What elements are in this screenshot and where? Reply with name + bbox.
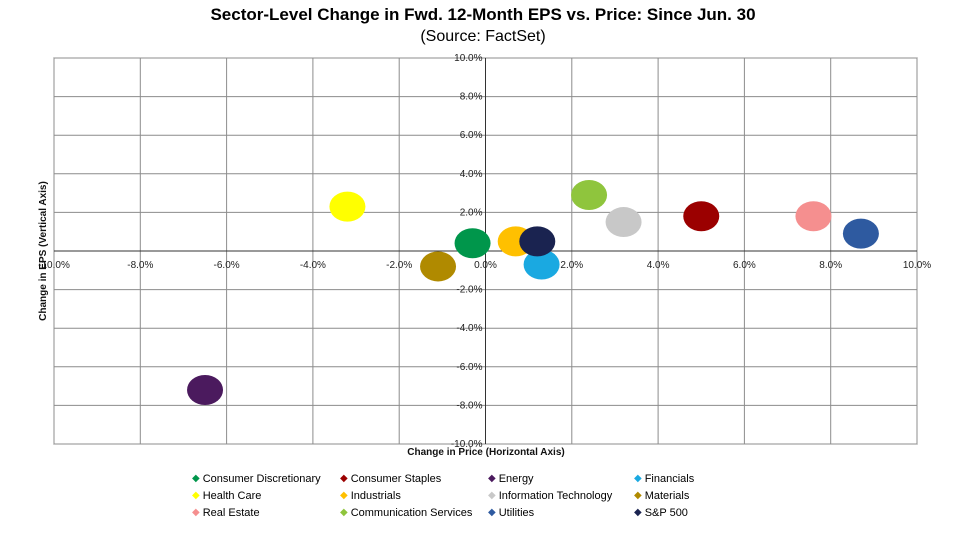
x-tick-label: 8.0% xyxy=(819,260,842,271)
legend-item: ◆ Consumer Staples xyxy=(340,471,488,486)
x-tick-label: -8.0% xyxy=(127,260,153,271)
x-tick-label: 2.0% xyxy=(560,260,583,271)
legend-label: Communication Services xyxy=(350,506,473,519)
y-tick-label: 10.0% xyxy=(454,53,482,64)
y-axis-label: Change in EPS (Vertical Axis) xyxy=(38,181,49,321)
legend-label: Consumer Staples xyxy=(350,472,442,485)
legend-marker-icon: ◆ xyxy=(192,472,200,484)
x-tick-label: 10.0% xyxy=(903,260,931,271)
legend-marker-icon: ◆ xyxy=(634,489,642,501)
data-point-consumer-discretionary xyxy=(454,228,491,259)
legend-label: Industrials xyxy=(350,489,401,502)
legend-item: ◆ Real Estate xyxy=(192,505,340,520)
data-points xyxy=(187,180,879,405)
legend-marker-icon: ◆ xyxy=(192,489,200,501)
legend-item: ◆ Utilities xyxy=(488,505,634,520)
y-tick-label: 2.0% xyxy=(460,207,483,218)
data-point-consumer-staples xyxy=(683,201,720,232)
legend-marker-icon: ◆ xyxy=(634,472,642,484)
y-tick-label: -8.0% xyxy=(456,400,482,411)
legend-marker-icon: ◆ xyxy=(340,506,348,518)
y-tick-label: -2.0% xyxy=(456,285,482,296)
x-tick-label: -2.0% xyxy=(386,260,412,271)
x-tick-label: 6.0% xyxy=(733,260,756,271)
legend-marker-icon: ◆ xyxy=(488,489,496,501)
data-point-information-technology xyxy=(605,207,642,238)
legend-marker-icon: ◆ xyxy=(488,506,496,518)
legend-item: ◆ S&P 500 xyxy=(634,505,754,520)
legend-item: ◆ Financials xyxy=(634,471,754,486)
data-point-sandp-500 xyxy=(519,226,556,257)
data-point-real-estate xyxy=(795,201,832,232)
legend-label: Financials xyxy=(644,472,695,485)
legend-label: Utilities xyxy=(498,506,535,519)
legend-label: Real Estate xyxy=(202,506,260,519)
legend-marker-icon: ◆ xyxy=(192,506,200,518)
legend-label: Materials xyxy=(644,489,690,502)
data-point-materials xyxy=(420,251,457,282)
x-tick-labels: -10.0% -8.0% -6.0% -4.0% -2.0% 0.0% 2.0% 4.0% 6.… xyxy=(38,260,931,271)
legend-label: Information Technology xyxy=(498,489,613,502)
y-tick-label: 4.0% xyxy=(460,169,483,180)
chart-title: Sector-Level Change in Fwd. 12-Month EPS… xyxy=(210,5,755,24)
legend-item: ◆ Consumer Discretionary xyxy=(192,471,340,486)
legend-label: S&P 500 xyxy=(644,506,688,519)
chart-subtitle: (Source: FactSet) xyxy=(420,28,545,45)
x-tick-label: 0.0% xyxy=(474,260,497,271)
x-tick-label: -4.0% xyxy=(300,260,326,271)
legend: ◆ Consumer Discretionary ◆ Consumer Staples… xyxy=(192,471,752,520)
legend-label: Consumer Discretionary xyxy=(202,472,321,485)
data-point-communication-services xyxy=(571,180,608,211)
legend-item: ◆ Health Care xyxy=(192,488,340,503)
legend-item: ◆ Communication Services xyxy=(340,505,488,520)
legend-marker-icon: ◆ xyxy=(634,506,642,518)
x-tick-label: -6.0% xyxy=(214,260,240,271)
y-tick-label: -6.0% xyxy=(456,362,482,373)
legend-marker-icon: ◆ xyxy=(340,472,348,484)
x-tick-label: -10.0% xyxy=(38,260,70,271)
y-tick-label: -10.0% xyxy=(451,439,483,450)
y-tick-label: 8.0% xyxy=(460,92,483,103)
legend-marker-icon: ◆ xyxy=(488,472,496,484)
data-point-energy xyxy=(187,374,224,405)
x-axis-label: Change in Price (Horizontal Axis) xyxy=(407,447,564,458)
y-tick-label: 6.0% xyxy=(460,130,483,141)
data-point-financials xyxy=(523,249,560,280)
legend-item: ◆ Materials xyxy=(634,488,754,503)
legend-label: Energy xyxy=(498,472,534,485)
legend-item: ◆ Information Technology xyxy=(488,488,634,503)
legend-item: ◆ Industrials xyxy=(340,488,488,503)
legend-label: Health Care xyxy=(202,489,262,502)
x-tick-label: 4.0% xyxy=(647,260,670,271)
data-point-health-care xyxy=(329,191,366,222)
y-tick-label: -4.0% xyxy=(456,323,482,334)
legend-item: ◆ Energy xyxy=(488,471,634,486)
data-point-utilities xyxy=(842,218,879,249)
legend-marker-icon: ◆ xyxy=(340,489,348,501)
